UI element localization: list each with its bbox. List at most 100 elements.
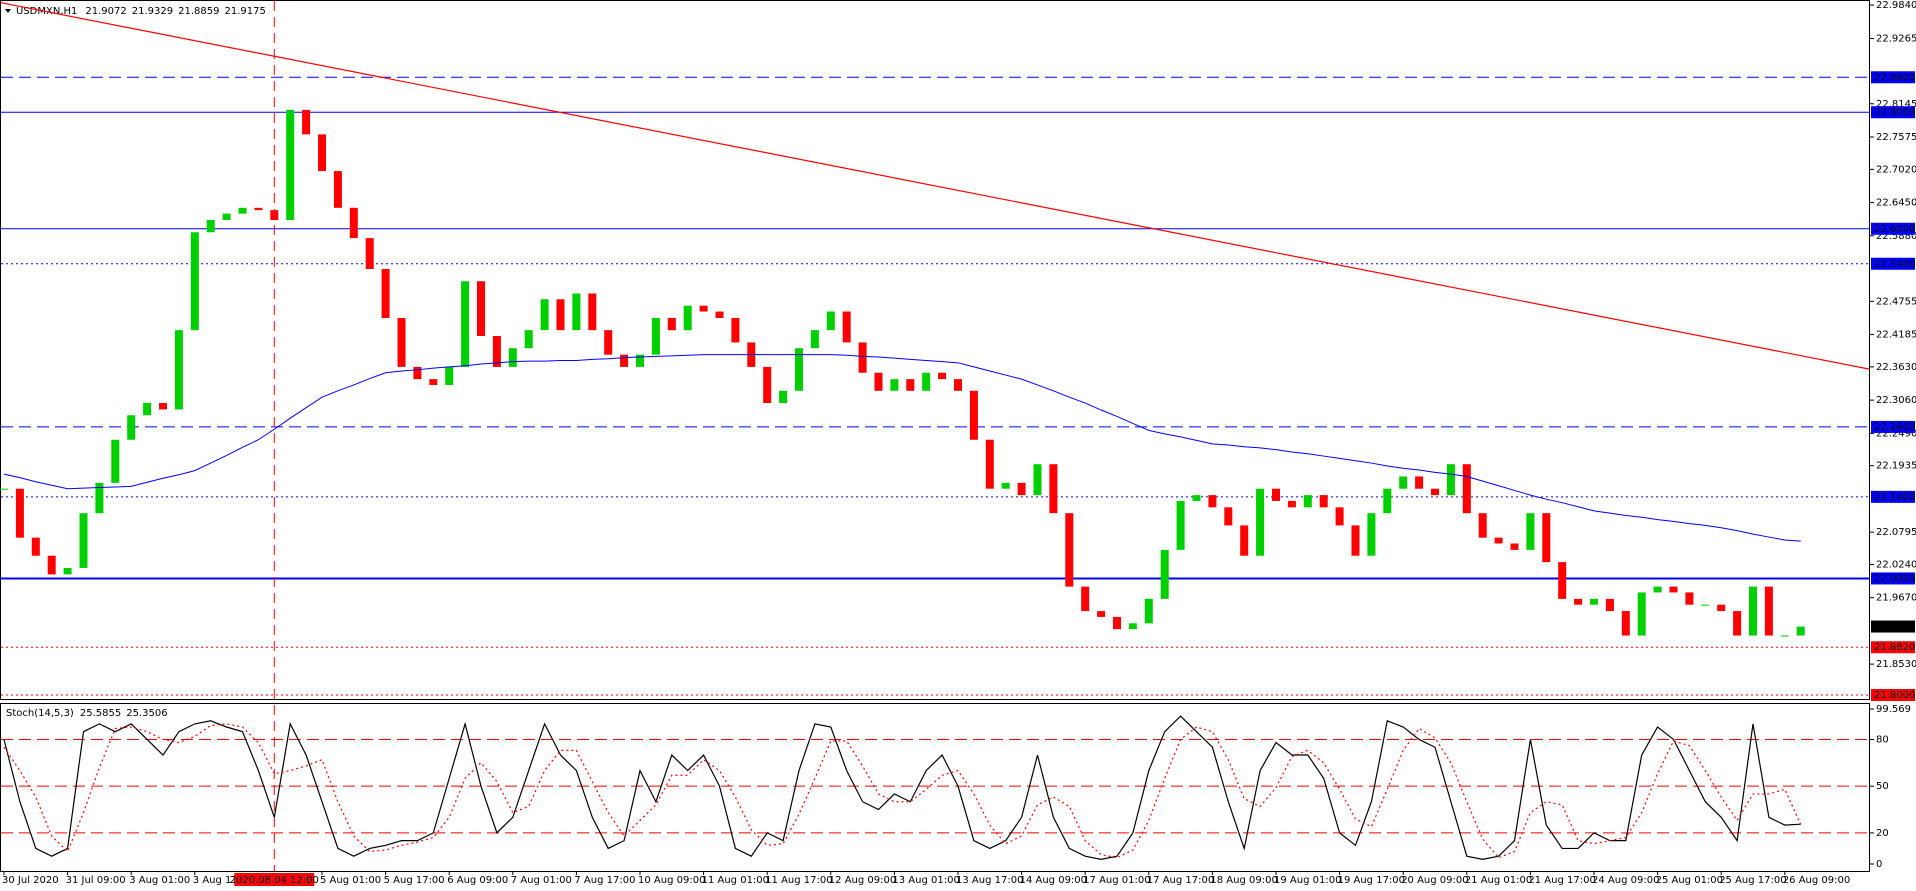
x-tick-label: 25 Aug 01:00 <box>1656 875 1723 886</box>
last-price-box <box>1871 620 1915 633</box>
candle <box>1144 598 1153 624</box>
candle <box>381 268 390 318</box>
y-tick-label: 22.4185 <box>1876 330 1916 341</box>
x-tick-label: 11 Aug 01:00 <box>702 875 769 886</box>
candle <box>190 232 199 331</box>
x-tick-label: 11 Aug 17:00 <box>765 875 832 886</box>
x-tick-label: 3 Aug 17:00 <box>193 875 254 886</box>
moving-average <box>3 354 1801 542</box>
candle <box>1653 586 1662 593</box>
candle <box>445 366 454 385</box>
candle <box>365 238 374 269</box>
level-label: 22.0000 <box>1874 573 1915 584</box>
x-tick-label: 7 Aug 01:00 <box>511 875 572 886</box>
y-tick-label: 22.1935 <box>1876 461 1916 472</box>
candle <box>1160 549 1169 599</box>
x-tick-label: 13 Aug 17:00 <box>956 875 1023 886</box>
x-tick-label: 25 Aug 17:00 <box>1719 875 1786 886</box>
x-tick-label: 18 Aug 09:00 <box>1210 875 1277 886</box>
header-value: 21.9329 <box>132 6 173 17</box>
y-tick-label: 21.8530 <box>1876 659 1916 670</box>
candle <box>349 207 358 239</box>
candle <box>238 207 247 214</box>
x-tick-label: 17 Aug 01:00 <box>1083 875 1150 886</box>
level-label-box <box>1871 689 1915 701</box>
y-tick-label: 22.9840 <box>1876 0 1916 11</box>
level-label-box <box>1871 106 1915 119</box>
level-label-box <box>1871 420 1915 433</box>
y-tick-label: 0 <box>1876 859 1882 870</box>
x-tick-label: 26 Aug 09:00 <box>1783 875 1850 886</box>
candle <box>1431 488 1439 496</box>
header-value: 21.9175 <box>224 6 265 17</box>
x-tick-label: 21 Aug 17:00 <box>1528 875 1595 886</box>
candle <box>477 281 485 337</box>
candle <box>1446 464 1455 496</box>
x-tick-label: 13 Aug 01:00 <box>892 875 959 886</box>
candle <box>906 379 915 391</box>
candle <box>890 379 899 391</box>
y-tick-label: 22.7575 <box>1876 132 1916 143</box>
candle <box>667 317 676 331</box>
candle <box>588 293 597 331</box>
candle <box>651 317 660 355</box>
candle <box>286 109 295 221</box>
candle <box>1462 464 1471 514</box>
candle <box>1192 495 1201 501</box>
candle <box>1097 611 1106 617</box>
candle <box>1669 586 1678 593</box>
level-label: 21.8000 <box>1874 690 1915 701</box>
candle <box>302 109 311 135</box>
x-tick-label: 3 Aug 01:00 <box>129 875 190 886</box>
y-tick-label: 22.9265 <box>1876 34 1916 45</box>
y-tick-label: 22.3630 <box>1876 362 1916 373</box>
header-value: 21.9072 <box>85 6 126 17</box>
candle <box>1351 525 1360 556</box>
candle <box>333 171 342 208</box>
x-tick-label: 12 Aug 09:00 <box>829 875 896 886</box>
y-tick-label: 80 <box>1876 734 1889 745</box>
last-price-label: 21.9175 <box>1874 622 1915 633</box>
candle <box>318 134 326 172</box>
candle <box>1796 626 1805 636</box>
stoch-line <box>3 723 1802 859</box>
y-tick-label: 50 <box>1876 781 1889 792</box>
candle <box>1017 482 1026 496</box>
candle <box>15 488 24 538</box>
candle <box>1224 507 1233 526</box>
x-tick-label: 7 Aug 17:00 <box>574 875 635 886</box>
candle <box>1335 507 1344 526</box>
candle <box>508 348 517 367</box>
candle <box>1717 604 1726 612</box>
candle <box>572 293 581 331</box>
x-tick-label: 14 Aug 09:00 <box>1020 875 1087 886</box>
candle <box>1574 598 1583 605</box>
y-tick-label: 22.6450 <box>1876 198 1916 209</box>
x-tick-label: 31 Jul 09:00 <box>66 875 126 886</box>
stoch-title: Stoch(14,5,3) <box>6 708 74 719</box>
candle <box>254 207 263 211</box>
candle <box>1510 543 1519 550</box>
candle <box>1526 513 1535 550</box>
x-tick-label: 24 Aug 09:00 <box>1592 875 1659 886</box>
candle <box>826 311 835 331</box>
candle <box>0 488 8 490</box>
candle <box>1415 476 1424 489</box>
candle <box>1685 592 1694 605</box>
candle <box>159 403 167 410</box>
candle <box>858 342 867 373</box>
level-label: 22.5400 <box>1874 259 1915 270</box>
candle <box>810 330 819 349</box>
candle <box>1128 623 1137 630</box>
x-tick-label: 30 Jul 2020 <box>2 875 59 886</box>
candle <box>683 305 692 331</box>
candle <box>1542 513 1551 563</box>
y-tick-label: 22.8145 <box>1876 99 1916 110</box>
candle <box>1001 482 1010 489</box>
x-tick-label: 20 Aug 09:00 <box>1401 875 1468 886</box>
candle <box>795 348 803 391</box>
level-label: 22.1400 <box>1874 492 1915 503</box>
menu-arrow[interactable] <box>5 9 11 13</box>
level-label-box <box>1871 222 1915 235</box>
